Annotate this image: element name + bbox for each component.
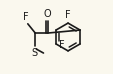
Text: F: F	[59, 40, 64, 50]
Text: F: F	[65, 10, 70, 20]
Text: S: S	[31, 48, 37, 58]
Text: F: F	[23, 12, 28, 22]
Text: O: O	[44, 9, 51, 19]
